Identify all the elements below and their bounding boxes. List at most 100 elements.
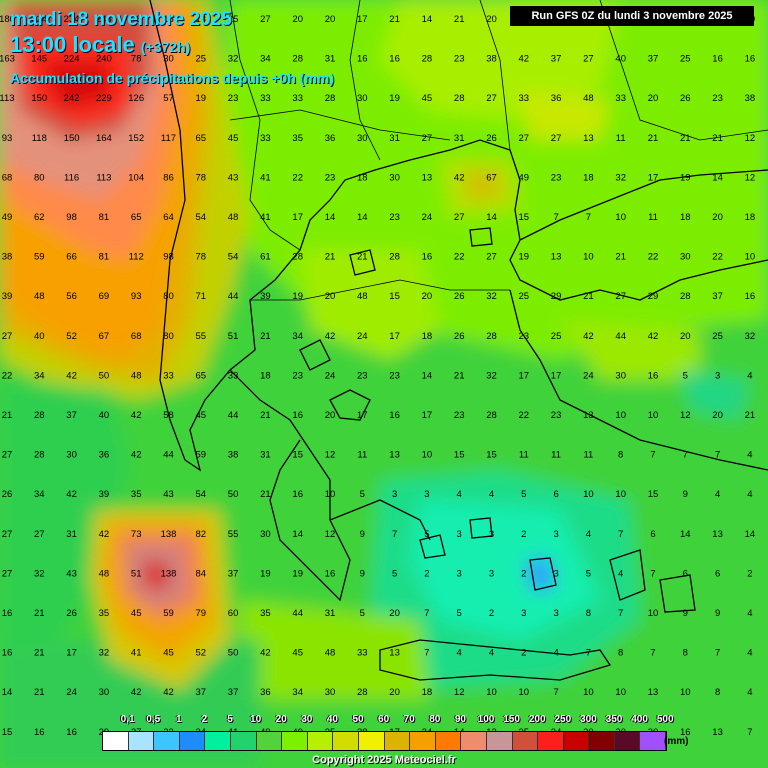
grid-value: 31	[260, 450, 271, 461]
grid-value: 8	[618, 648, 623, 659]
grid-value: 14	[357, 212, 368, 223]
grid-value: 51	[131, 568, 142, 579]
grid-value: 23	[389, 212, 400, 223]
grid-value: 19	[292, 568, 303, 579]
grid-value: 78	[131, 54, 142, 65]
grid-value: 44	[228, 410, 239, 421]
legend-label: 100	[477, 714, 495, 725]
grid-value: 3	[521, 608, 526, 619]
grid-value: 24	[422, 212, 433, 223]
grid-value: 67	[486, 172, 497, 183]
legend-swatch	[435, 732, 462, 750]
grid-value: 58	[163, 410, 174, 421]
grid-value: 67	[99, 331, 110, 342]
grid-value: 93	[131, 291, 142, 302]
grid-value: 27	[454, 212, 465, 223]
grid-value: 45	[131, 608, 142, 619]
legend-label: 30	[301, 714, 313, 725]
grid-value: 35	[99, 608, 110, 619]
legend-label: 400	[631, 714, 648, 725]
grid-value: 25	[551, 331, 562, 342]
grid-value: 163	[0, 54, 15, 65]
legend-swatch	[307, 732, 334, 750]
grid-value: 10	[583, 489, 594, 500]
grid-value: 27	[260, 14, 271, 25]
grid-value: 37	[712, 291, 723, 302]
grid-value: 31	[325, 608, 336, 619]
grid-value: 4	[747, 370, 752, 381]
grid-value: 11	[519, 450, 529, 461]
grid-value: 65	[196, 133, 207, 144]
grid-value: 16	[648, 370, 659, 381]
grid-value: 42	[66, 370, 77, 381]
grid-value: 113	[0, 93, 15, 104]
grid-value: 37	[66, 410, 77, 421]
grid-value: 39	[260, 291, 271, 302]
grid-value: 30	[163, 54, 174, 65]
grid-value: 16	[34, 727, 45, 738]
grid-value: 23	[454, 410, 465, 421]
grid-value: 12	[745, 133, 756, 144]
grid-value: 3	[392, 489, 397, 500]
grid-value: 26	[454, 331, 465, 342]
grid-value: 81	[99, 252, 110, 263]
grid-value: 21	[357, 252, 368, 263]
legend-swatch	[154, 732, 180, 750]
grid-value: 34	[292, 687, 303, 698]
grid-value: 20	[325, 291, 336, 302]
grid-value: 19	[260, 568, 271, 579]
grid-value: 36	[325, 133, 336, 144]
grid-value: 23	[712, 93, 723, 104]
grid-value: 21	[454, 370, 465, 381]
grid-value: 23	[325, 172, 336, 183]
grid-value: 27	[615, 291, 626, 302]
grid-value: 14	[422, 370, 433, 381]
grid-value: 7	[650, 450, 655, 461]
grid-value: 21	[648, 133, 659, 144]
grid-value: 15	[486, 450, 497, 461]
grid-value: 16	[163, 14, 174, 25]
grid-value: 23	[551, 172, 562, 183]
grid-value: 42	[583, 331, 594, 342]
grid-value: 20	[325, 410, 336, 421]
legend-label: 60	[378, 714, 390, 725]
grid-value: 5	[683, 370, 688, 381]
legend-labels: 0,1 0,5 1 2 5 10 20 30 40 50 60 70 80 90 100 150 200 250 3…	[102, 714, 674, 728]
grid-value: 20	[486, 14, 497, 25]
grid-value: 81	[99, 212, 110, 223]
grid-value: 248	[96, 14, 112, 25]
grid-value: 3	[553, 608, 558, 619]
grid-value: 49	[2, 212, 13, 223]
grid-value: 38	[2, 252, 13, 263]
grid-value: 55	[196, 331, 207, 342]
grid-value: 34	[34, 489, 45, 500]
grid-value: 30	[99, 687, 110, 698]
grid-value: 8	[618, 450, 623, 461]
grid-value: 51	[228, 331, 239, 342]
grid-value: 4	[457, 648, 462, 659]
grid-value: 33	[228, 370, 239, 381]
grid-value: 36	[551, 93, 562, 104]
grid-value: 59	[163, 608, 174, 619]
grid-value: 3	[424, 489, 429, 500]
grid-value: 65	[196, 370, 207, 381]
grid-value: 27	[551, 133, 562, 144]
grid-value: 42	[648, 331, 659, 342]
grid-value: 15	[2, 727, 13, 738]
grid-value: 26	[2, 489, 13, 500]
grid-value: 3	[489, 529, 494, 540]
legend-swatch	[410, 732, 436, 750]
grid-value: 50	[228, 489, 239, 500]
grid-value: 42	[131, 687, 142, 698]
grid-value: 32	[99, 648, 110, 659]
grid-value: 27	[2, 529, 13, 540]
grid-value: 54	[228, 252, 239, 263]
grid-value: 12	[745, 172, 756, 183]
grid-value: 30	[357, 133, 368, 144]
grid-value: 23	[389, 370, 400, 381]
grid-value: 98	[163, 252, 174, 263]
grid-value: 17	[519, 370, 530, 381]
grid-value: 27	[2, 331, 13, 342]
grid-value: 12	[680, 410, 691, 421]
